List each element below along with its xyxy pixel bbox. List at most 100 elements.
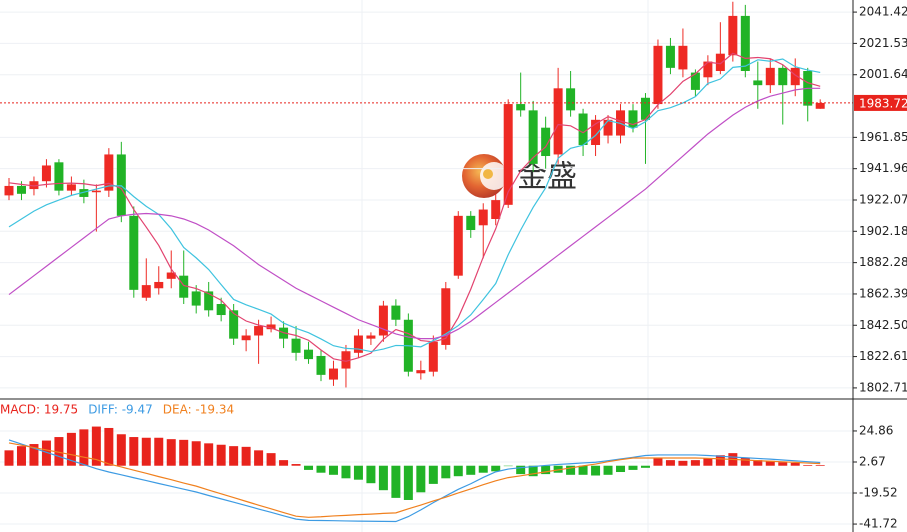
macd-bar bbox=[154, 437, 164, 466]
candle-body bbox=[778, 67, 788, 86]
candle-body bbox=[640, 97, 650, 120]
macd-bar bbox=[366, 465, 376, 484]
candle-body bbox=[179, 275, 189, 298]
macd-bar bbox=[304, 465, 314, 470]
macd-bar bbox=[241, 446, 251, 466]
candle-body bbox=[728, 15, 738, 56]
candle-body bbox=[578, 113, 588, 145]
macd-bar bbox=[353, 465, 363, 480]
candle-body bbox=[304, 349, 314, 360]
macd-bar bbox=[616, 465, 626, 473]
macd-bar bbox=[229, 446, 239, 466]
candle-body bbox=[765, 67, 775, 86]
macd-bar bbox=[16, 446, 26, 466]
candle-body bbox=[316, 355, 326, 375]
macd-bar bbox=[254, 450, 264, 466]
macd-bar bbox=[778, 462, 788, 466]
macd-bar bbox=[29, 444, 39, 466]
candle-body bbox=[690, 72, 700, 90]
macd-bar bbox=[179, 439, 189, 466]
candle-body bbox=[241, 335, 251, 341]
macd-bar bbox=[141, 437, 151, 466]
macd-bar bbox=[703, 458, 713, 466]
y-tick-label: 2021.53 bbox=[859, 36, 907, 50]
macd-bar bbox=[541, 465, 551, 475]
y-tick-label: 1902.18 bbox=[859, 224, 907, 238]
candle-body bbox=[129, 215, 139, 290]
candle-body bbox=[491, 200, 501, 219]
macd-bar bbox=[4, 450, 14, 466]
moving-average bbox=[8, 87, 821, 340]
y-tick-label: 2041.42 bbox=[859, 5, 907, 19]
macd-bar bbox=[491, 465, 501, 472]
candle-body bbox=[104, 154, 114, 191]
candle-body bbox=[790, 67, 800, 86]
candle-body bbox=[16, 185, 26, 194]
macd-bar bbox=[291, 464, 301, 466]
candle-body bbox=[503, 104, 513, 205]
candle-body bbox=[416, 370, 426, 374]
macd-bar bbox=[466, 465, 476, 475]
y-tick-label: 2001.64 bbox=[859, 67, 907, 81]
candle-body bbox=[166, 272, 176, 279]
macd-bar bbox=[104, 427, 114, 466]
candle-body bbox=[4, 185, 14, 196]
macd-bar bbox=[191, 441, 201, 466]
candle-body bbox=[453, 215, 463, 276]
candle-body bbox=[154, 281, 164, 289]
macd-panel: 24.86 2.67 -19.52 -41.72 MACD: 19.75 DIFF: -9… bbox=[0, 403, 898, 531]
macd-bar bbox=[129, 437, 139, 466]
y-tick-label: -19.52 bbox=[859, 486, 898, 500]
y-tick-label: 2.67 bbox=[859, 454, 886, 468]
candle-body bbox=[715, 53, 725, 72]
candle-body bbox=[291, 338, 301, 353]
candle-body bbox=[603, 119, 613, 136]
candle-body bbox=[79, 189, 89, 197]
last-price-box bbox=[854, 94, 907, 111]
candle-body bbox=[815, 102, 825, 109]
y-tick-label: 1941.96 bbox=[859, 161, 907, 175]
macd-bar bbox=[803, 465, 813, 466]
candle-body bbox=[229, 310, 239, 339]
candle-body bbox=[566, 88, 576, 111]
macd-bar bbox=[528, 465, 538, 477]
macd-bar bbox=[204, 443, 214, 466]
macd-bar bbox=[316, 465, 326, 473]
y-tick-label: 1961.85 bbox=[859, 130, 907, 144]
candle-body bbox=[266, 324, 276, 330]
candle-body bbox=[740, 15, 750, 72]
candle-body bbox=[391, 305, 401, 320]
macd-bar bbox=[690, 460, 700, 466]
macd-bar bbox=[91, 426, 101, 466]
macd-bar bbox=[566, 465, 576, 475]
candle-body bbox=[366, 335, 376, 339]
macd-bar bbox=[428, 465, 438, 484]
macd-bar bbox=[378, 465, 388, 491]
macd-bar bbox=[665, 460, 675, 466]
candle-body bbox=[665, 45, 675, 68]
macd-bar bbox=[753, 460, 763, 466]
macd-bar bbox=[603, 465, 613, 475]
macd-bar bbox=[403, 465, 413, 500]
macd-bar bbox=[116, 434, 126, 466]
macd-bar bbox=[166, 439, 176, 466]
macd-bar bbox=[279, 460, 289, 466]
candle-body bbox=[441, 288, 451, 345]
candle-body bbox=[516, 104, 526, 111]
y-tick-label: 1922.07 bbox=[859, 192, 907, 206]
macd-bar bbox=[328, 465, 338, 475]
y-tick-label: 24.86 bbox=[859, 423, 893, 437]
macd-bar bbox=[678, 460, 688, 466]
macd-bar bbox=[815, 465, 825, 466]
candle-body bbox=[66, 184, 76, 191]
macd-bar bbox=[578, 465, 588, 475]
macd-bar bbox=[54, 437, 64, 466]
candle-body bbox=[753, 80, 763, 86]
moving-average bbox=[8, 58, 821, 353]
candle-body bbox=[328, 368, 338, 380]
candle-body bbox=[466, 215, 476, 231]
macd-bar bbox=[441, 465, 451, 479]
macd-bar bbox=[653, 458, 663, 466]
